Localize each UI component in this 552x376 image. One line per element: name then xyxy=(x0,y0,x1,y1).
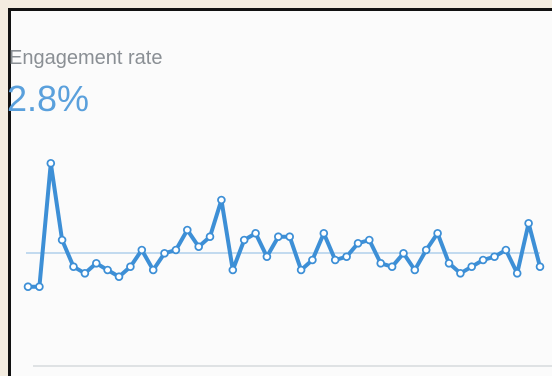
data-point[interactable] xyxy=(35,282,44,292)
data-point[interactable] xyxy=(217,195,226,205)
data-point[interactable] xyxy=(251,229,260,238)
data-point[interactable] xyxy=(183,225,192,235)
data-point[interactable] xyxy=(319,229,329,238)
data-point[interactable] xyxy=(364,235,374,245)
data-point[interactable] xyxy=(376,258,386,268)
data-point[interactable] xyxy=(433,229,442,238)
data-point[interactable] xyxy=(262,252,272,262)
data-point[interactable] xyxy=(114,272,124,282)
data-points-layer xyxy=(23,159,545,292)
data-point[interactable] xyxy=(23,282,33,292)
engagement-rate-card xyxy=(8,8,552,376)
data-point[interactable] xyxy=(456,268,465,278)
data-point[interactable] xyxy=(387,262,397,272)
data-point[interactable] xyxy=(478,255,488,265)
data-point[interactable] xyxy=(228,265,238,275)
data-point[interactable] xyxy=(103,265,112,275)
data-point[interactable] xyxy=(239,235,249,245)
data-point[interactable] xyxy=(399,249,408,258)
metric-label: Engagement rate xyxy=(9,47,163,69)
data-point[interactable] xyxy=(421,245,431,255)
data-point[interactable] xyxy=(46,159,56,168)
data-point[interactable] xyxy=(524,219,533,228)
data-point[interactable] xyxy=(194,242,204,252)
data-point[interactable] xyxy=(490,252,499,262)
data-point[interactable] xyxy=(171,245,181,255)
data-point[interactable] xyxy=(126,262,135,272)
data-point[interactable] xyxy=(92,258,101,268)
data-point[interactable] xyxy=(137,245,147,255)
data-point[interactable] xyxy=(80,268,90,278)
series-line-layer xyxy=(26,161,542,289)
data-point[interactable] xyxy=(330,255,340,265)
data-point[interactable] xyxy=(353,239,363,248)
data-point[interactable] xyxy=(160,249,169,258)
data-point[interactable] xyxy=(273,232,283,242)
data-point[interactable] xyxy=(467,262,477,272)
data-point[interactable] xyxy=(308,255,317,265)
series-line xyxy=(26,161,542,289)
data-point[interactable] xyxy=(285,232,295,242)
data-point[interactable] xyxy=(501,245,511,255)
data-point[interactable] xyxy=(342,252,351,262)
data-point[interactable] xyxy=(148,265,158,275)
data-point[interactable] xyxy=(205,232,215,242)
metric-value: 2.8% xyxy=(7,78,90,119)
data-point[interactable] xyxy=(296,265,306,275)
data-point[interactable] xyxy=(410,265,420,275)
data-point[interactable] xyxy=(69,262,78,272)
data-point[interactable] xyxy=(57,235,67,245)
data-point[interactable] xyxy=(535,262,545,272)
data-point[interactable] xyxy=(512,268,522,278)
data-point[interactable] xyxy=(444,258,454,268)
